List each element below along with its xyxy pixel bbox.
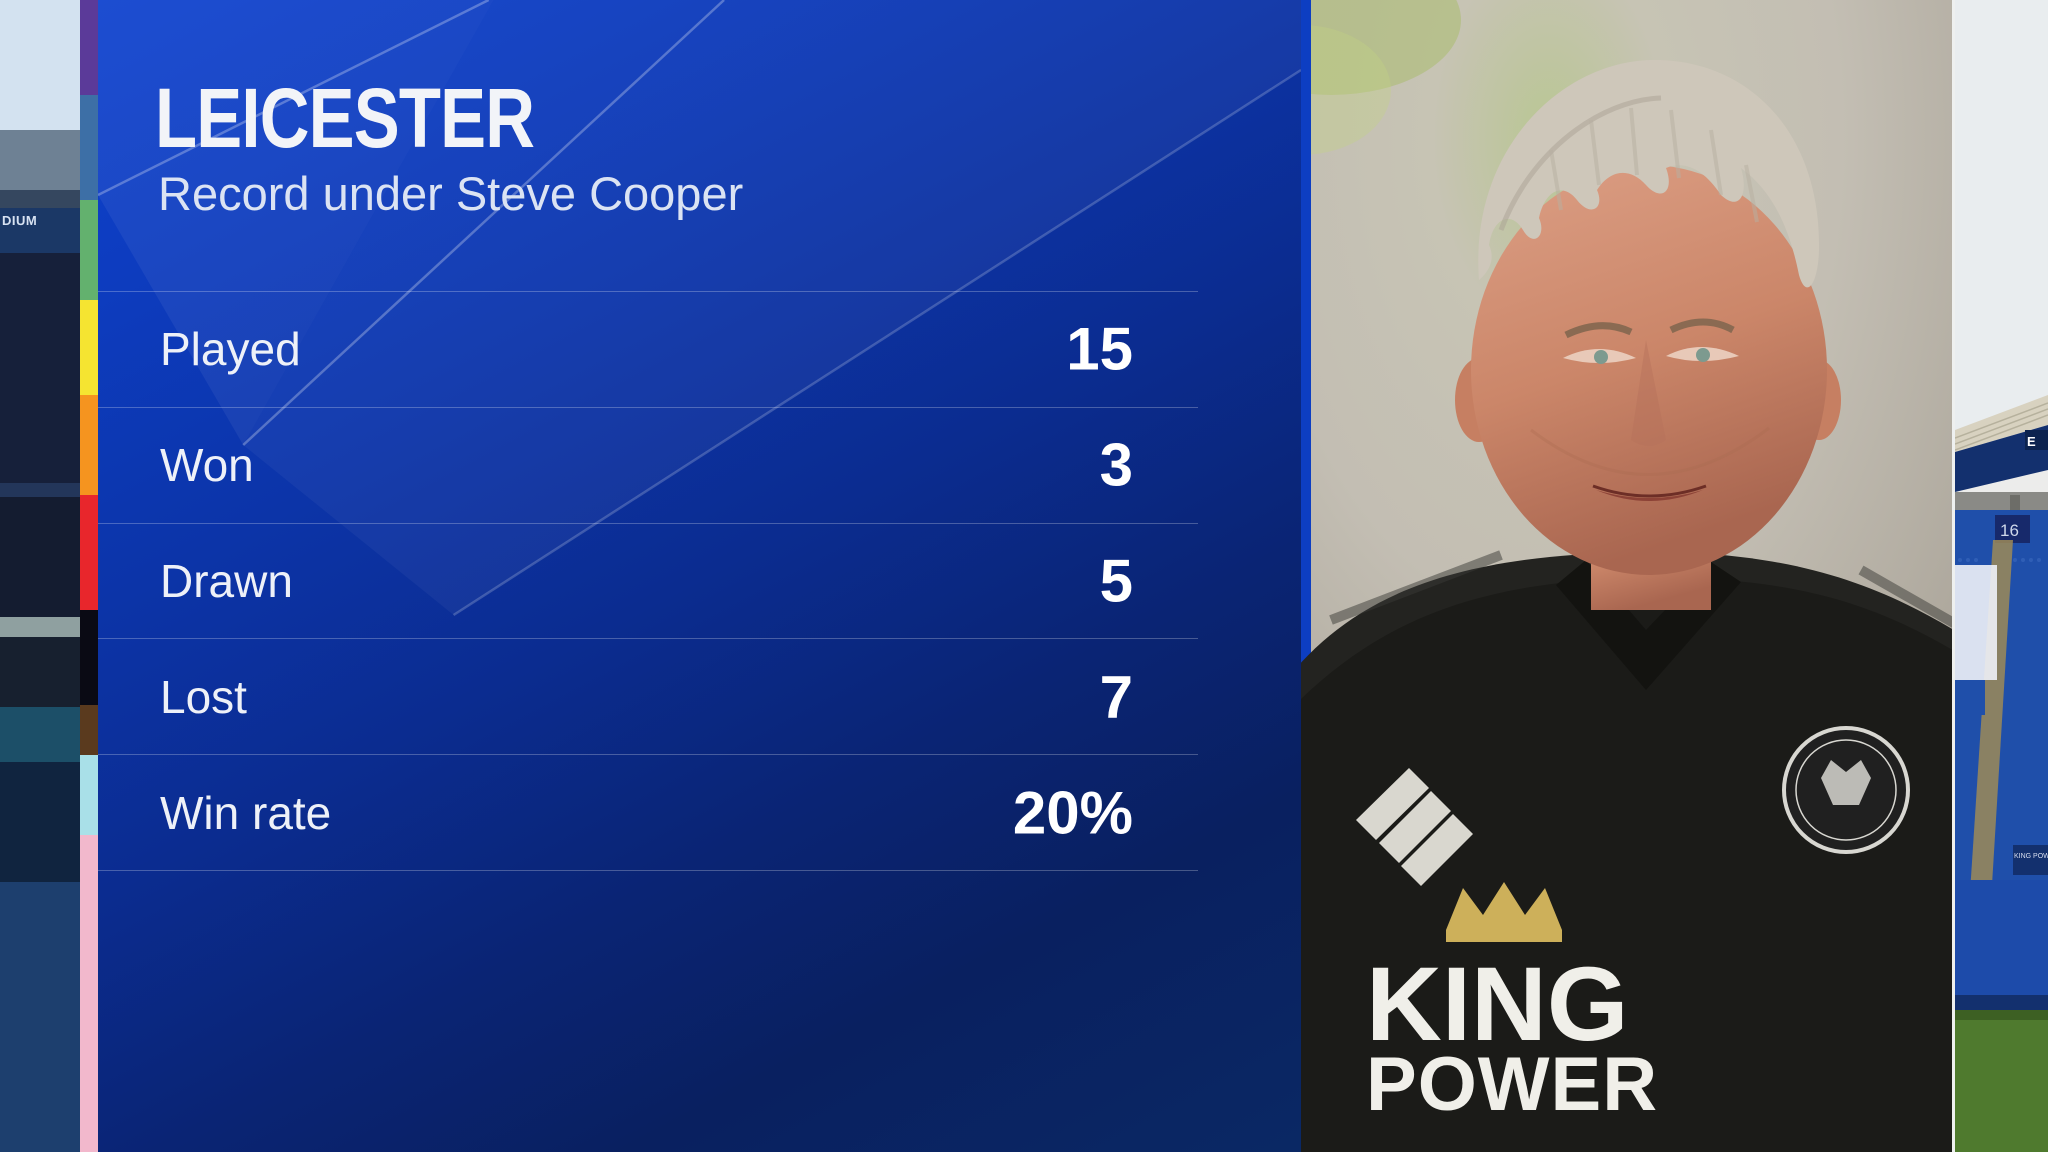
svg-text:E: E <box>2027 434 2036 449</box>
svg-text:POWER: POWER <box>1366 1042 1658 1127</box>
svg-text:16: 16 <box>2000 521 2019 540</box>
svg-text:KING POWE: KING POWE <box>2014 853 2048 860</box>
